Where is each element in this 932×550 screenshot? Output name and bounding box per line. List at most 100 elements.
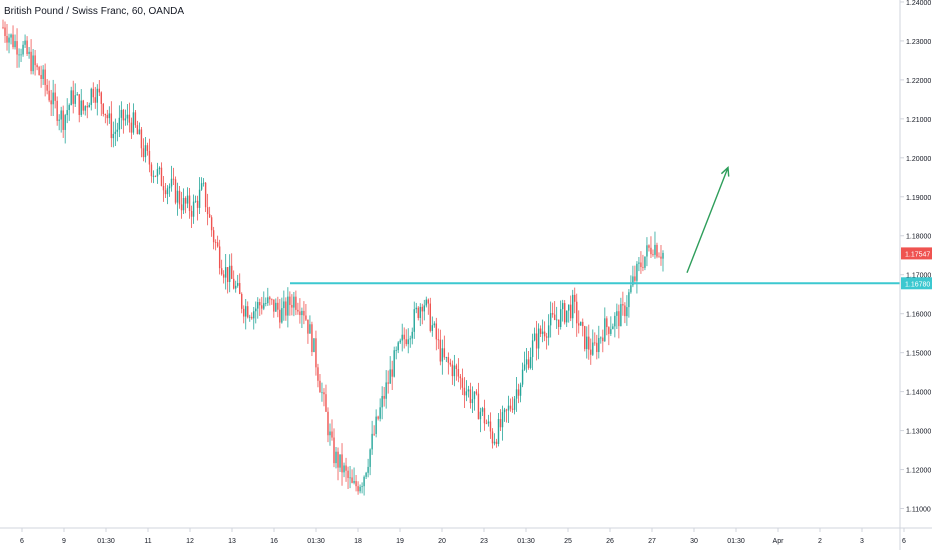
candle-body [563,303,566,323]
candle-body [614,315,616,327]
candle-body [26,40,28,54]
candle-body [311,324,313,352]
candle-body [313,338,315,352]
current-price-label-bg [901,247,932,260]
candle-body [644,256,646,268]
candle-body [618,311,620,327]
candle-body [44,69,46,85]
candle-body [568,304,570,311]
candle-body [463,387,466,396]
price-tick-label: 1.15000 [906,351,931,358]
candle-body [76,94,78,96]
candle-body [222,274,225,278]
candle-body [349,477,351,479]
candle-body [46,84,48,91]
candle-body [126,114,129,119]
candle-body [243,308,245,317]
candle-body [652,254,654,255]
candle-body [658,256,660,258]
candle-body [180,204,183,211]
candle-body [447,357,450,363]
candle-body [505,409,508,411]
candle-body [343,465,345,473]
time-tick-label: 23 [480,538,488,545]
candle-body [559,309,562,327]
candle-body [162,185,165,191]
candle-body [553,314,556,320]
candle-body [638,262,640,264]
candle-body [208,214,211,218]
candle-body [545,336,548,338]
candle-body [551,313,554,315]
candle-body [395,350,397,351]
candle-body [166,188,169,195]
candle-body [640,262,642,268]
candle-body [206,207,209,215]
candle-body [52,92,54,105]
candle-body [403,334,405,340]
candle-body [511,408,514,410]
candle-body [66,110,68,116]
candle-body [347,470,349,478]
price-tick-label: 1.18000 [906,234,931,241]
candle-body [389,369,391,384]
candle-body [315,338,317,368]
candle-body [439,339,442,362]
candle-body [499,419,502,428]
candle-body [580,321,582,326]
candle-body [351,477,353,483]
price-tick-label: 1.14000 [906,390,931,397]
candle-body [214,242,217,244]
candle-body [20,54,22,56]
candle-body [224,267,227,278]
time-tick-label: 26 [606,538,614,545]
candle-body [475,391,478,394]
candle-body [357,486,359,492]
candle-body [413,309,415,332]
candle-body [80,100,82,115]
candles [2,19,664,496]
candle-body [36,65,38,68]
candle-body [445,357,448,358]
candle-body [64,115,66,130]
candle-body [612,326,614,330]
candle-body [228,265,231,283]
candle-body [58,119,60,121]
candle-body [230,265,233,279]
candle-body [196,200,199,208]
symbol-title: British Pound / Swiss Franc, 60, OANDA [4,6,185,17]
arrow-head [720,166,730,177]
candle-body [656,244,658,257]
candle-body [293,296,295,308]
candle-body [160,167,163,186]
candle-body [632,276,634,286]
candle-body [130,122,133,133]
candle-body [6,35,8,43]
price-axis: 1.24000 1.23000 1.22000 1.21000 1.20000 1.190… [900,0,931,514]
candle-body [477,393,480,420]
candle-body [22,44,24,55]
candle-body [600,337,602,339]
candle-body [309,324,311,334]
trend-arrow[interactable] [686,166,730,274]
candle-body [218,246,221,269]
candle-body [72,90,74,104]
candle-body [200,183,203,190]
candle-body [128,114,131,123]
candle-body [323,392,325,395]
candle-body [557,319,560,327]
candle-body [429,303,431,331]
candle-body [134,112,137,126]
candle-body [10,34,12,38]
candle-body [507,405,510,411]
candle-body [186,195,189,204]
time-tick-label: 16 [270,538,278,545]
candle-body [88,104,90,108]
candle-body [16,41,18,55]
candle-body [226,267,229,283]
candle-body [481,408,484,412]
candle-body [269,297,271,300]
candle-body [305,315,307,320]
candle-body [176,190,179,203]
